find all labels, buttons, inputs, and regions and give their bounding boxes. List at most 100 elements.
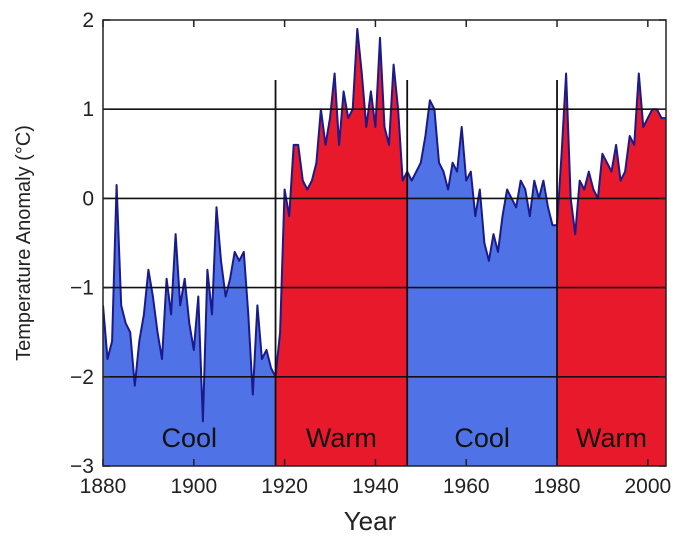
axis-ticks: 1880 1900 1920 1940 1960 1980 2000 2 1 0 −1 −2 −3 — [70, 9, 671, 498]
period-area-4 — [557, 73, 666, 466]
data-point — [461, 126, 463, 128]
x-tick-label: 1960 — [443, 475, 490, 498]
period-label-2: Warm — [306, 423, 377, 453]
data-point — [438, 162, 440, 164]
data-point — [152, 295, 154, 298]
data-point — [429, 99, 431, 101]
period-label-4: Warm — [576, 423, 647, 453]
data-point — [660, 117, 663, 119]
data-point — [202, 420, 204, 422]
x-tick-label: 1920 — [261, 475, 308, 498]
data-point — [175, 233, 177, 235]
data-point — [492, 233, 495, 235]
data-point — [229, 278, 231, 280]
data-point — [215, 206, 218, 208]
data-point — [452, 162, 454, 164]
data-point — [620, 180, 622, 182]
data-point — [329, 117, 331, 119]
data-point — [197, 295, 199, 298]
data-point — [574, 233, 576, 235]
data-point — [565, 72, 567, 75]
data-point — [161, 358, 163, 360]
data-point — [138, 340, 140, 342]
y-tick-label: −1 — [70, 277, 94, 300]
period-area-3 — [407, 100, 558, 466]
y-tick-label: 0 — [82, 187, 94, 210]
data-point — [302, 180, 304, 182]
data-point — [606, 162, 608, 164]
period-label-1: Cool — [162, 423, 218, 453]
data-point — [234, 251, 236, 253]
data-point — [193, 349, 195, 351]
data-point — [529, 215, 531, 217]
data-point — [265, 349, 268, 351]
data-point — [156, 331, 159, 333]
data-point — [520, 180, 522, 182]
data-point — [388, 144, 390, 146]
x-tick-label: 1980 — [534, 475, 581, 498]
data-point — [592, 188, 595, 191]
data-point — [551, 224, 554, 226]
data-point — [501, 215, 504, 217]
data-point — [370, 90, 372, 92]
data-point — [470, 171, 472, 173]
data-point — [601, 153, 604, 155]
data-point — [393, 64, 395, 66]
data-point — [515, 206, 517, 208]
data-point — [542, 180, 545, 182]
data-point — [374, 126, 376, 128]
data-point — [270, 367, 272, 369]
data-point — [311, 180, 313, 182]
data-point — [610, 171, 613, 173]
x-tick-label: 2000 — [624, 475, 671, 498]
data-point — [356, 28, 358, 30]
data-point — [415, 171, 417, 173]
period-label-3: Cool — [454, 423, 510, 453]
period-dividers — [274, 80, 558, 466]
period-area-2 — [275, 28, 408, 466]
data-point — [315, 162, 317, 164]
data-point — [456, 171, 458, 173]
data-point — [120, 304, 122, 306]
data-point — [170, 313, 172, 315]
data-point — [279, 331, 281, 333]
x-tick-label: 1940 — [352, 475, 399, 498]
data-point — [106, 358, 109, 360]
data-point — [524, 188, 526, 191]
y-tick-label: −3 — [70, 455, 94, 478]
data-point — [383, 126, 386, 128]
data-point — [647, 117, 649, 119]
data-point — [442, 171, 445, 173]
data-point — [506, 188, 508, 191]
data-point — [547, 206, 549, 208]
data-point — [206, 269, 208, 271]
data-point — [615, 144, 617, 146]
data-point — [143, 313, 145, 315]
data-point — [533, 180, 535, 182]
data-point — [261, 358, 263, 360]
x-tick-label: 1900 — [170, 475, 217, 498]
data-point — [166, 278, 168, 280]
plot-frame — [102, 19, 667, 467]
data-point — [624, 171, 626, 173]
data-point — [465, 180, 467, 182]
data-point — [111, 340, 113, 342]
data-point — [125, 322, 127, 324]
data-point — [497, 251, 499, 253]
data-point — [134, 385, 136, 387]
data-point — [638, 72, 640, 75]
data-point — [474, 215, 476, 217]
data-point — [129, 331, 131, 333]
data-point — [284, 188, 286, 191]
data-point — [225, 295, 227, 298]
data-point — [338, 144, 340, 146]
data-point — [293, 144, 295, 146]
data-point — [306, 188, 308, 191]
data-point — [220, 260, 222, 262]
y-tick-label: −2 — [70, 366, 94, 389]
period-labels: Cool Warm Cool Warm — [162, 423, 648, 453]
data-point — [324, 144, 327, 146]
data-point — [583, 188, 585, 191]
x-tick-label: 1880 — [80, 475, 127, 498]
